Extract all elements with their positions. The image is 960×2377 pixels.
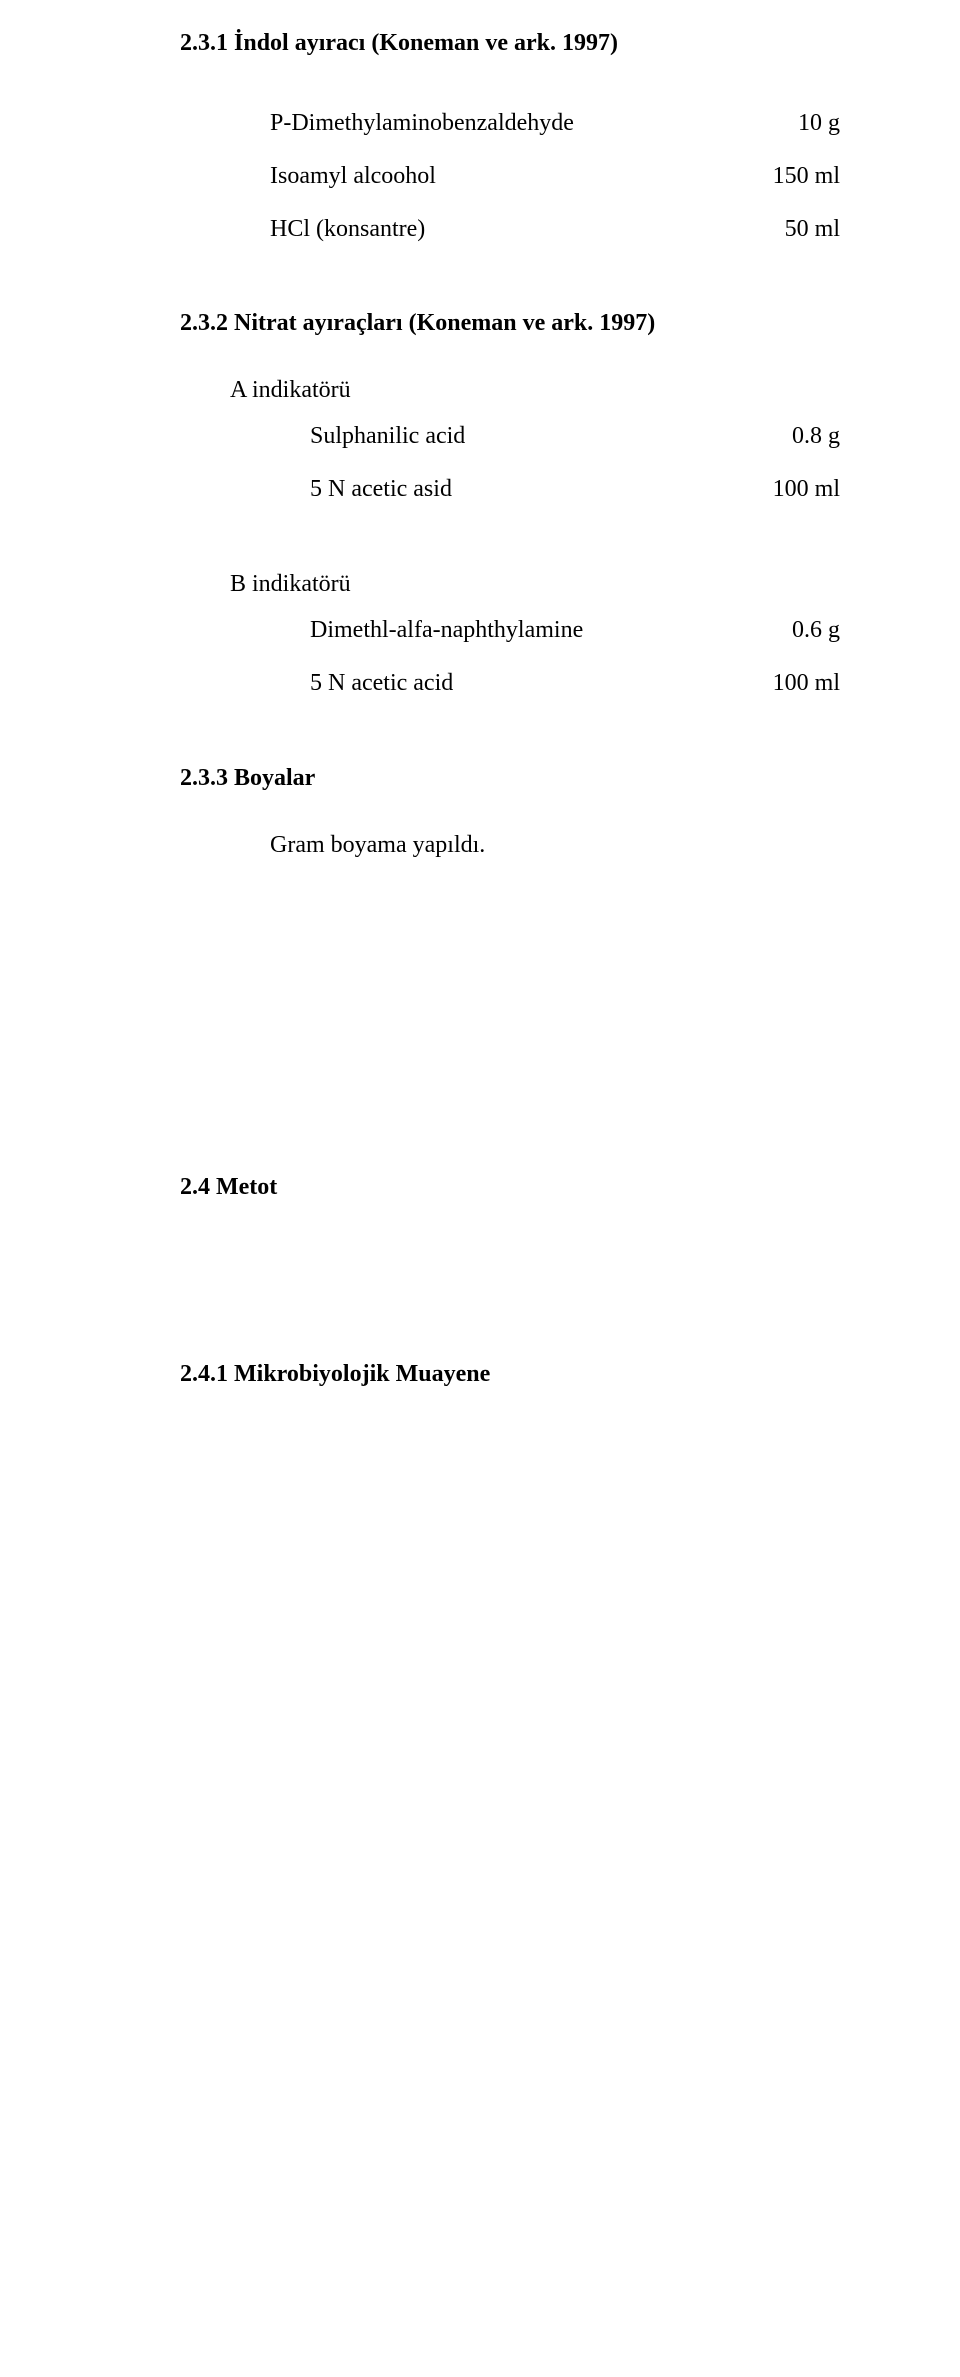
section-heading-2-4: 2.4 Metot <box>180 1174 840 1201</box>
spacer <box>180 1241 840 1361</box>
ingredient-label: Isoamyl alcoohol <box>270 150 720 203</box>
group-b-title: B indikatörü <box>180 571 840 598</box>
ingredient-value: 50 ml <box>720 203 840 256</box>
boyalar-line: Gram boyama yapıldı. <box>180 832 840 859</box>
ingredient-label: 5 N acetic acid <box>310 657 720 710</box>
ingredient-row: 5 N acetic acid 100 ml <box>310 657 840 710</box>
ingredient-value: 0.6 g <box>720 604 840 657</box>
ingredient-row: Isoamyl alcoohol 150 ml <box>270 150 840 203</box>
ingredient-value: 100 ml <box>720 657 840 710</box>
ingredient-block-2-3-1: P-Dimethylaminobenzaldehyde 10 g Isoamyl… <box>180 97 840 255</box>
page: 2.3.1 İndol ayıracı (Koneman ve ark. 199… <box>0 0 960 2377</box>
ingredient-value: 0.8 g <box>720 410 840 463</box>
ingredient-value: 100 ml <box>720 463 840 516</box>
ingredient-block-group-b: Dimethl-alfa-naphthylamine 0.6 g 5 N ace… <box>180 604 840 710</box>
section-heading-2-4-1: 2.4.1 Mikrobiyolojik Muayene <box>180 1361 840 1388</box>
ingredient-label: Dimethl-alfa-naphthylamine <box>310 604 720 657</box>
ingredient-row: P-Dimethylaminobenzaldehyde 10 g <box>270 97 840 150</box>
ingredient-value: 150 ml <box>720 150 840 203</box>
ingredient-row: Dimethl-alfa-naphthylamine 0.6 g <box>310 604 840 657</box>
group-a-title: A indikatörü <box>180 377 840 404</box>
ingredient-label: Sulphanilic acid <box>310 410 720 463</box>
ingredient-value: 10 g <box>720 97 840 150</box>
ingredient-row: HCl (konsantre) 50 ml <box>270 203 840 256</box>
ingredient-label: P-Dimethylaminobenzaldehyde <box>270 97 720 150</box>
section-heading-2-3-2: 2.3.2 Nitrat ayıraçları (Koneman ve ark.… <box>180 310 840 337</box>
section-heading-2-3-3: 2.3.3 Boyalar <box>180 765 840 792</box>
spacer <box>180 914 840 1174</box>
ingredient-row: Sulphanilic acid 0.8 g <box>310 410 840 463</box>
ingredient-row: 5 N acetic asid 100 ml <box>310 463 840 516</box>
ingredient-label: HCl (konsantre) <box>270 203 720 256</box>
ingredient-block-group-a: Sulphanilic acid 0.8 g 5 N acetic asid 1… <box>180 410 840 516</box>
section-heading-2-3-1: 2.3.1 İndol ayıracı (Koneman ve ark. 199… <box>180 30 840 57</box>
ingredient-label: 5 N acetic asid <box>310 463 720 516</box>
